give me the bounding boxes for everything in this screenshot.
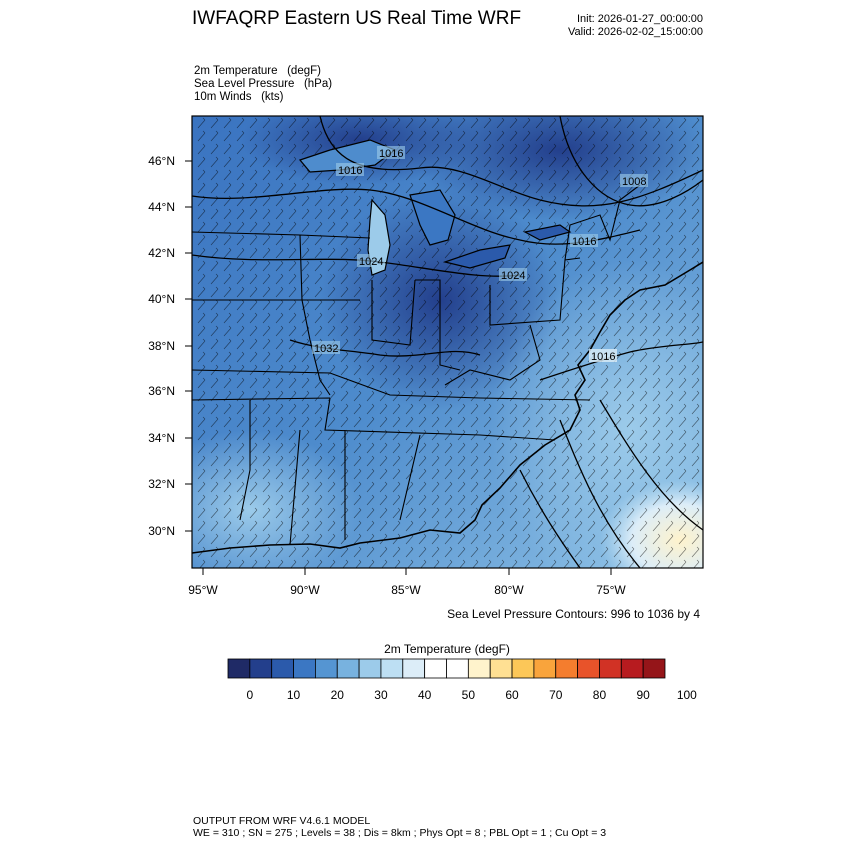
lon-ticks xyxy=(202,568,612,575)
colorbar-swatch xyxy=(599,658,622,679)
colorbar-swatch xyxy=(555,658,579,679)
contour-note: Sea Level Pressure Contours: 996 to 1036… xyxy=(447,607,700,621)
init-time: Init: 2026-01-27_00:00:00 xyxy=(577,13,703,25)
footer-config: WE = 310 ; SN = 275 ; Levels = 38 ; Dis … xyxy=(193,827,607,839)
lon-label: 85°W xyxy=(391,583,421,597)
isobar-label: 1032 xyxy=(314,343,338,355)
lat-label: 44°N xyxy=(148,200,175,214)
colorbar-tick-label: 0 xyxy=(247,688,254,702)
lat-label: 36°N xyxy=(148,384,175,398)
colorbar-tick-label: 70 xyxy=(549,688,563,702)
colorbar-swatch xyxy=(314,658,338,679)
colorbar xyxy=(227,658,666,679)
colorbar-tick-label: 50 xyxy=(462,688,476,702)
chart-title: IWFAQRP Eastern US Real Time WRF xyxy=(192,8,522,29)
colorbar-tick-label: 10 xyxy=(287,688,301,702)
lon-label: 75°W xyxy=(596,583,626,597)
lon-label: 90°W xyxy=(290,583,320,597)
map-frame xyxy=(191,115,704,569)
field-label-winds: 10m Winds (kts) xyxy=(194,91,284,103)
lat-label: 46°N xyxy=(148,154,175,168)
isobar-label: 1008 xyxy=(622,176,646,188)
footer-model: OUTPUT FROM WRF V4.6.1 MODEL xyxy=(193,815,371,827)
coastline xyxy=(192,261,703,554)
colorbar-swatch xyxy=(642,658,666,679)
lon-label: 80°W xyxy=(494,583,524,597)
colorbar-swatch xyxy=(467,658,491,679)
isobar-label: 1016 xyxy=(591,351,615,363)
colorbar-swatch xyxy=(336,658,360,679)
lat-label: 38°N xyxy=(148,339,175,353)
colorbar-swatch xyxy=(533,658,557,679)
lat-label: 30°N xyxy=(148,524,175,538)
colorbar-labels: 0 10 20 30 40 50 60 70 80 90 100 xyxy=(247,688,698,702)
colorbar-swatch xyxy=(620,658,644,679)
colorbar-swatch xyxy=(358,658,382,679)
colorbar-title: 2m Temperature (degF) xyxy=(384,642,510,656)
lat-label: 34°N xyxy=(148,431,175,445)
colorbar-swatch xyxy=(227,658,251,679)
colorbar-swatch xyxy=(271,658,294,679)
colorbar-swatch xyxy=(489,658,513,679)
lat-ticks xyxy=(185,160,192,532)
colorbar-tick-label: 90 xyxy=(636,688,650,702)
colorbar-tick-label: 40 xyxy=(418,688,432,702)
isobar-label: 1024 xyxy=(359,256,383,268)
colorbar-swatch xyxy=(446,658,469,679)
colorbar-swatch xyxy=(380,658,404,679)
colorbar-swatch xyxy=(577,658,600,679)
colorbar-tick-label: 30 xyxy=(374,688,388,702)
colorbar-tick-label: 20 xyxy=(331,688,345,702)
field-label-temperature: 2m Temperature (degF) xyxy=(194,65,321,77)
isobar-label: 1024 xyxy=(501,270,525,282)
colorbar-tick-label: 80 xyxy=(593,688,607,702)
lon-label: 95°W xyxy=(188,583,218,597)
colorbar-swatch xyxy=(249,658,273,679)
colorbar-swatch xyxy=(424,658,447,679)
field-label-pressure: Sea Level Pressure (hPa) xyxy=(194,78,333,90)
map-area xyxy=(192,116,703,568)
lake-ontario xyxy=(523,224,572,241)
colorbar-swatch xyxy=(293,658,316,679)
colorbar-tick-label: 60 xyxy=(505,688,519,702)
lat-label: 42°N xyxy=(148,246,175,260)
valid-time: Valid: 2026-02-02_15:00:00 xyxy=(568,26,703,38)
lat-label: 32°N xyxy=(148,477,175,491)
lake-erie xyxy=(442,244,511,269)
lat-label: 40°N xyxy=(148,292,175,306)
isobar-label: 1016 xyxy=(572,236,596,248)
isobar-label: 1016 xyxy=(379,148,403,160)
colorbar-swatch xyxy=(402,658,426,679)
isobar-label: 1016 xyxy=(338,165,362,177)
colorbar-tick-label: 100 xyxy=(677,688,697,702)
state-borders xyxy=(192,184,641,546)
colorbar-swatch xyxy=(511,658,535,679)
